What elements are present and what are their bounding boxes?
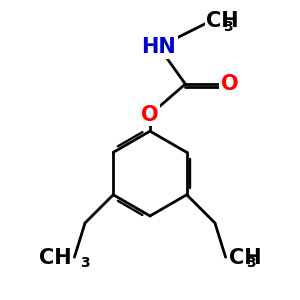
Text: 3: 3 bbox=[224, 20, 233, 34]
Text: CH: CH bbox=[229, 248, 261, 268]
Text: CH: CH bbox=[39, 248, 71, 268]
Text: 3: 3 bbox=[246, 256, 256, 270]
Text: O: O bbox=[221, 74, 238, 94]
Text: 3: 3 bbox=[80, 256, 90, 270]
Text: CH: CH bbox=[206, 11, 238, 31]
Text: HN: HN bbox=[142, 37, 176, 57]
Text: O: O bbox=[141, 105, 159, 125]
